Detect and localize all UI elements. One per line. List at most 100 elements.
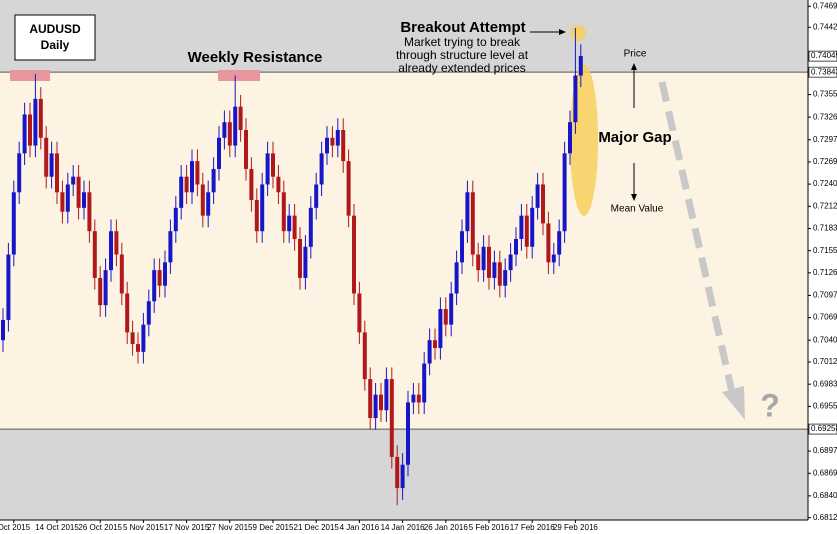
y-tick-label: 0.69835 <box>813 379 837 388</box>
x-tick-label: 29 Feb 2016 <box>553 523 598 532</box>
candle-body <box>433 340 437 348</box>
candle-body <box>200 184 205 216</box>
x-tick-label: 21 Dec 2015 <box>294 523 340 532</box>
candle-body <box>114 231 119 255</box>
candle-body <box>190 161 194 193</box>
candle-body <box>1 319 5 341</box>
candle-body <box>476 254 481 271</box>
candle-body <box>163 262 167 286</box>
candle-body <box>578 56 583 76</box>
x-tick-label: 14 Oct 2015 <box>35 523 79 532</box>
candle-body <box>33 98 38 146</box>
candle-body <box>92 231 97 278</box>
y-tick-label: 0.72405 <box>813 179 837 188</box>
x-tick-label: 4 Jan 2016 <box>340 523 380 532</box>
price-label: Price <box>624 49 647 60</box>
candle-body <box>271 153 275 177</box>
candle-body <box>508 254 513 271</box>
candle-body <box>481 246 486 271</box>
candle-body <box>103 270 108 306</box>
candle-body <box>11 192 16 255</box>
candle-body <box>65 184 70 212</box>
mean-value-label: Mean Value <box>611 204 664 215</box>
candle-body <box>249 168 254 201</box>
candle-body <box>330 137 335 146</box>
timeframe: Daily <box>41 38 70 52</box>
mean-arrowhead <box>631 194 637 201</box>
candle-body <box>44 137 49 177</box>
candle-body <box>395 456 400 489</box>
candle-body <box>211 168 216 193</box>
candle-body <box>443 309 448 325</box>
candle-body <box>314 184 319 208</box>
candle-body <box>49 153 54 177</box>
major-gap-label: Major Gap <box>598 129 671 146</box>
candle-body <box>184 176 189 193</box>
candle-body <box>152 270 157 302</box>
candle-body <box>98 277 103 306</box>
candle-body <box>368 379 373 419</box>
candle-body <box>38 98 43 138</box>
candle-body <box>265 153 270 185</box>
x-tick-label: 14 Jan 2016 <box>381 523 426 532</box>
current-price-box <box>808 50 837 62</box>
x-tick-label: 26 Oct 2015 <box>78 523 122 532</box>
y-tick-label: 0.73555 <box>813 90 837 99</box>
weekly-resistance-label: Weekly Resistance <box>188 49 323 66</box>
candle-body <box>287 215 292 232</box>
candle-body <box>82 192 86 208</box>
candle-body <box>281 192 286 232</box>
candle-body <box>373 394 378 419</box>
candle-body <box>130 332 135 345</box>
question-mark: ? <box>760 387 780 423</box>
candle-body <box>17 153 22 193</box>
symbol: AUDUSD <box>29 22 81 36</box>
x-tick-label: 17 Nov 2015 <box>164 523 210 532</box>
candle-body <box>254 200 259 232</box>
candle-body <box>454 262 459 294</box>
candle-body <box>308 207 313 247</box>
candle-body <box>109 231 113 271</box>
x-tick-label: 26 Jan 2016 <box>424 523 469 532</box>
projection-arrow <box>658 81 736 393</box>
candle-body <box>195 161 200 185</box>
level-box <box>808 66 837 78</box>
breakout-highlight <box>570 25 586 41</box>
candle-body <box>470 192 475 255</box>
candle-body <box>416 394 421 403</box>
candle-body <box>422 363 427 403</box>
y-tick-label: 0.71265 <box>813 268 837 277</box>
x-tick-label: 27 Nov 2015 <box>207 523 253 532</box>
y-tick-label: 0.73265 <box>813 112 837 121</box>
breakout-arrowhead <box>559 29 566 35</box>
level-label: 0.69258 <box>811 424 837 433</box>
candle-body <box>497 262 502 286</box>
candle-body <box>260 184 265 232</box>
candle-body <box>449 293 454 325</box>
projection-arrowhead <box>722 386 745 420</box>
symbol-box <box>14 14 96 61</box>
x-tick-label: 5 Feb 2016 <box>469 523 510 532</box>
candle-body <box>335 130 340 146</box>
candle-body <box>319 153 324 185</box>
candle-body <box>557 231 562 255</box>
candle-body <box>87 192 92 232</box>
candle-body <box>125 293 130 333</box>
candle-body <box>352 215 356 294</box>
candle-body <box>465 192 470 232</box>
candle-body <box>357 293 362 333</box>
candle-body <box>389 379 394 457</box>
x-tick-label: Oct 2015 <box>0 523 31 532</box>
candle-body <box>503 270 508 286</box>
candle-body <box>346 161 351 216</box>
candle-body <box>541 184 545 224</box>
candle-body <box>238 106 243 130</box>
candle-body <box>206 192 211 216</box>
y-tick-label: 0.72975 <box>813 135 837 144</box>
breakout-note: already extended prices <box>398 61 525 75</box>
